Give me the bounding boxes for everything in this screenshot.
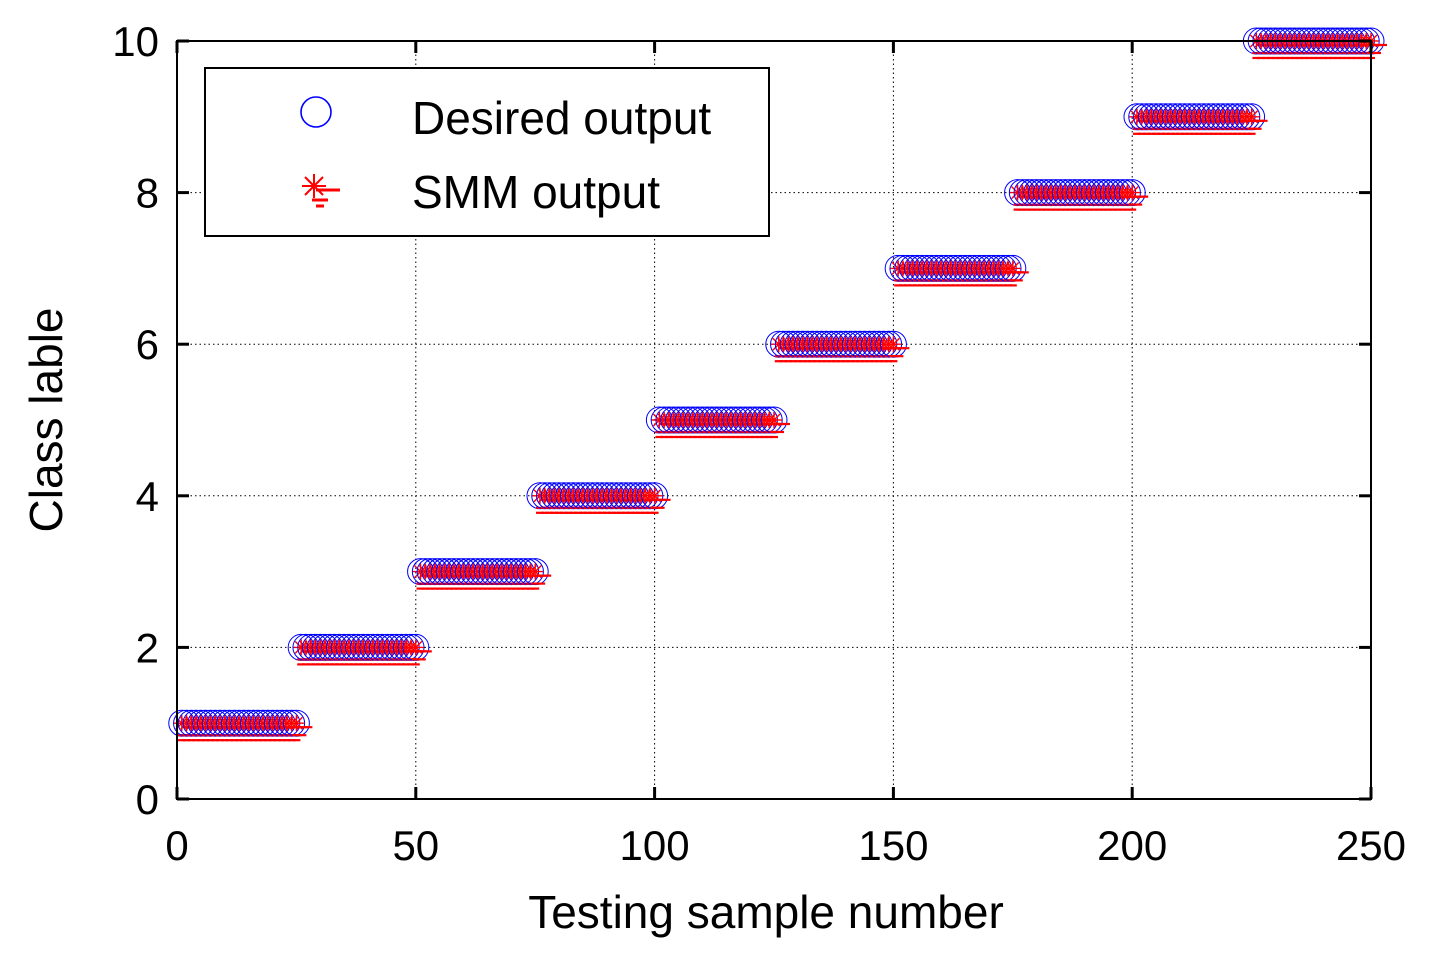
y-tick-label: 0 [136, 776, 159, 823]
data-marks [168, 27, 1387, 742]
legend-label-desired: Desired output [412, 92, 711, 144]
legend-asterisk-marker [302, 174, 340, 208]
y-axis-label: Class lable [20, 308, 72, 533]
smm-output-point [1243, 108, 1268, 135]
x-tick-label: 0 [165, 822, 188, 869]
x-tick-label: 250 [1336, 822, 1406, 869]
smm-output-point [407, 639, 432, 666]
smm-output-point [1124, 184, 1149, 211]
y-tick-label: 10 [112, 18, 159, 65]
legend: Desired output SMM output [204, 67, 770, 237]
tick-labels: 0 50 100 150 200 250 0 2 4 6 8 10 [112, 18, 1406, 869]
axis-ticks [175, 39, 1373, 801]
smm-output-point [885, 336, 910, 363]
legend-circle-marker [300, 96, 332, 128]
x-tick-label: 150 [858, 822, 928, 869]
y-tick-label: 6 [136, 321, 159, 368]
smm-output-point [646, 487, 671, 514]
smm-output-point [1004, 260, 1029, 287]
x-axis-label: Testing sample number [528, 886, 1004, 938]
y-tick-label: 4 [136, 473, 159, 520]
smm-output-point [766, 412, 790, 439]
plot-frame [176, 40, 1372, 800]
smm-output-point [527, 563, 552, 590]
x-tick-label: 50 [392, 822, 439, 869]
x-tick-label: 200 [1097, 822, 1167, 869]
legend-label-smm: SMM output [412, 166, 660, 218]
x-tick-label: 100 [620, 822, 690, 869]
legend-box [204, 67, 770, 237]
smm-output-point [288, 715, 313, 742]
y-tick-label: 8 [136, 170, 159, 217]
y-tick-label: 2 [136, 624, 159, 671]
